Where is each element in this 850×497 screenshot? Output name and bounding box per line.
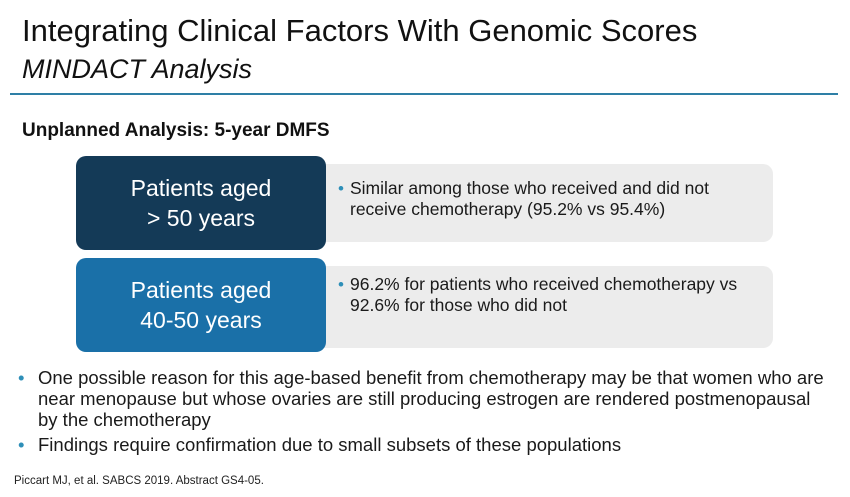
bullet-item: • One possible reason for this age-based… (14, 367, 834, 430)
age-label-line2: 40-50 years (140, 307, 262, 333)
detail-box: • 96.2% for patients who received chemot… (236, 266, 773, 348)
citation: Piccart MJ, et al. SABCS 2019. Abstract … (14, 475, 264, 487)
age-label-line2: > 50 years (146, 205, 256, 231)
age-row-over-50: • Similar among those who received and d… (76, 156, 773, 250)
age-label-box: Patients aged 40-50 years (76, 258, 326, 352)
bullet-dot-icon: • (338, 275, 344, 294)
bullet-item: • Findings require confirmation due to s… (14, 434, 834, 455)
bullet-dot-icon: • (338, 179, 344, 198)
age-label-line1: Patients aged (130, 277, 272, 303)
bullet-dot-icon: • (18, 434, 25, 455)
detail-text: • Similar among those who received and d… (338, 178, 753, 220)
bullet-text: Findings require confirmation due to sma… (38, 434, 622, 455)
slide-subtitle: MINDACT Analysis (22, 54, 253, 84)
section-heading: Unplanned Analysis: 5-year DMFS (22, 120, 330, 141)
detail-text: • 96.2% for patients who received chemot… (338, 274, 753, 316)
bullet-dot-icon: • (18, 367, 25, 388)
detail-text-content: Similar among those who received and did… (350, 178, 709, 219)
bullet-list: • One possible reason for this age-based… (14, 367, 834, 459)
bullet-text: One possible reason for this age-based b… (38, 367, 824, 430)
age-label-box: Patients aged > 50 years (76, 156, 326, 250)
age-row-40-50: • 96.2% for patients who received chemot… (76, 258, 773, 352)
detail-text-content: 96.2% for patients who received chemothe… (350, 274, 738, 315)
title-divider (10, 93, 838, 95)
age-label-line1: Patients aged (130, 175, 272, 201)
slide-title: Integrating Clinical Factors With Genomi… (22, 13, 698, 48)
